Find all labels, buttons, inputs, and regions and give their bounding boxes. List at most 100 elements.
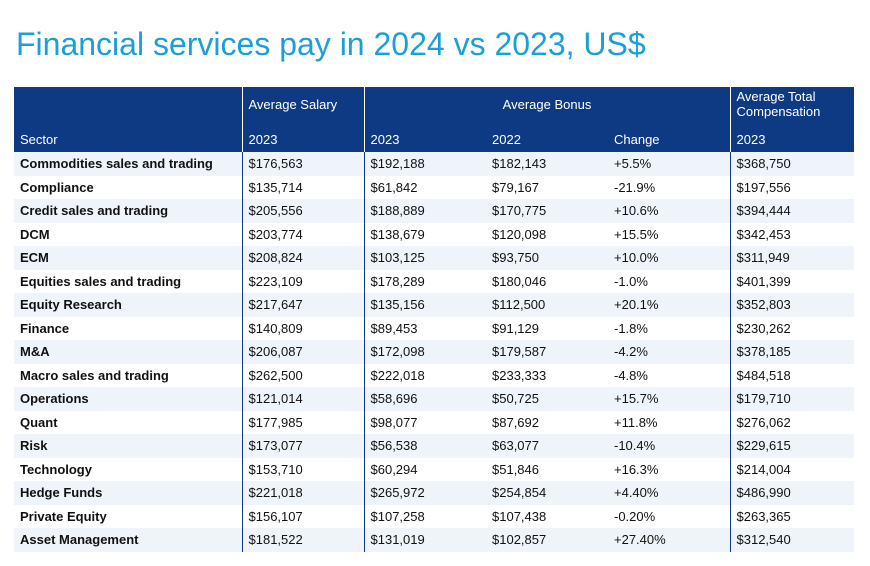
pay-table: Average Salary Average Bonus Average Tot… <box>14 87 854 552</box>
cell-average-bonus-2022: $170,775 <box>486 199 608 223</box>
cell-average-bonus-2023: $98,077 <box>363 410 486 434</box>
cell-bonus-change: -0.20% <box>608 504 730 528</box>
cell-average-bonus-2023: $192,188 <box>363 152 486 176</box>
cell-average-salary-2023: $140,809 <box>241 316 364 340</box>
cell-average-bonus-2023: $56,538 <box>363 434 486 458</box>
cell-average-bonus-2023: $135,156 <box>363 293 486 317</box>
table-row: DCM $203,774 $138,679 $120,098 +15.5% $342,45… <box>14 222 854 246</box>
cell-average-salary-2023: $181,522 <box>241 528 364 552</box>
cell-average-salary-2023: $153,710 <box>241 457 364 481</box>
table-row: Risk $173,077 $56,538 $63,077 -10.4% $229,615 <box>14 434 854 458</box>
cell-average-salary-2023: $223,109 <box>241 269 364 293</box>
cell-average-total-compensation-2023: $394,444 <box>729 199 854 223</box>
cell-bonus-change: +15.5% <box>608 222 730 246</box>
table-row: Asset Management $181,522 $131,019 $102,857… <box>14 528 854 552</box>
cell-average-bonus-2022: $180,046 <box>486 269 608 293</box>
cell-bonus-change: +10.0% <box>608 246 730 270</box>
cell-bonus-change: +15.7% <box>608 387 730 411</box>
cell-average-bonus-2023: $107,258 <box>363 504 486 528</box>
cell-bonus-change: -1.0% <box>608 269 730 293</box>
cell-bonus-change: +27.40% <box>608 528 730 552</box>
cell-average-bonus-2022: $87,692 <box>486 410 608 434</box>
cell-bonus-change: +11.8% <box>608 410 730 434</box>
cell-average-bonus-2022: $112,500 <box>486 293 608 317</box>
header-blank <box>14 87 242 121</box>
cell-sector: Finance <box>14 316 242 340</box>
cell-average-bonus-2022: $91,129 <box>486 316 608 340</box>
cell-average-bonus-2023: $188,889 <box>363 199 486 223</box>
cell-average-total-compensation-2023: $263,365 <box>729 504 854 528</box>
cell-sector: DCM <box>14 222 242 246</box>
cell-average-total-compensation-2023: $352,803 <box>729 293 854 317</box>
cell-average-total-compensation-2023: $276,062 <box>729 410 854 434</box>
cell-average-bonus-2022: $107,438 <box>486 504 608 528</box>
cell-bonus-change: -10.4% <box>608 434 730 458</box>
cell-average-salary-2023: $208,824 <box>241 246 364 270</box>
cell-sector: Equities sales and trading <box>14 269 242 293</box>
table-row: Technology $153,710 $60,294 $51,846 +16.3% $2… <box>14 457 854 481</box>
cell-average-bonus-2023: $60,294 <box>363 457 486 481</box>
table-row: Compliance $135,714 $61,842 $79,167 -21.9% $1… <box>14 175 854 199</box>
cell-average-bonus-2022: $254,854 <box>486 481 608 505</box>
cell-sector: Risk <box>14 434 242 458</box>
header-average-bonus: Average Bonus <box>363 87 730 121</box>
table-row: Operations $121,014 $58,696 $50,725 +15.7% $1… <box>14 387 854 411</box>
cell-sector: Commodities sales and trading <box>14 152 242 176</box>
cell-average-total-compensation-2023: $484,518 <box>729 363 854 387</box>
header-change: Change <box>608 121 730 152</box>
cell-average-total-compensation-2023: $179,710 <box>729 387 854 411</box>
cell-average-bonus-2023: $178,289 <box>363 269 486 293</box>
cell-sector: M&A <box>14 340 242 364</box>
page-title: Financial services pay in 2024 vs 2023, … <box>16 26 646 62</box>
header-sector: Sector <box>14 121 242 152</box>
cell-average-total-compensation-2023: $312,540 <box>729 528 854 552</box>
cell-sector: Macro sales and trading <box>14 363 242 387</box>
table-row: Quant $177,985 $98,077 $87,692 +11.8% $276,06… <box>14 410 854 434</box>
cell-average-total-compensation-2023: $311,949 <box>729 246 854 270</box>
cell-average-bonus-2022: $233,333 <box>486 363 608 387</box>
table-row: Finance $140,809 $89,453 $91,129 -1.8% $230,2… <box>14 316 854 340</box>
cell-sector: Asset Management <box>14 528 242 552</box>
table-body: Commodities sales and trading $176,563 $19… <box>14 152 854 552</box>
header-bonus-2023: 2023 <box>363 121 486 152</box>
cell-bonus-change: -4.2% <box>608 340 730 364</box>
cell-sector: Hedge Funds <box>14 481 242 505</box>
cell-average-total-compensation-2023: $368,750 <box>729 152 854 176</box>
table-row: Credit sales and trading $205,556 $188,889… <box>14 199 854 223</box>
cell-average-bonus-2023: $222,018 <box>363 363 486 387</box>
cell-bonus-change: -4.8% <box>608 363 730 387</box>
cell-average-bonus-2023: $58,696 <box>363 387 486 411</box>
cell-average-bonus-2023: $172,098 <box>363 340 486 364</box>
cell-average-total-compensation-2023: $486,990 <box>729 481 854 505</box>
cell-bonus-change: +4.40% <box>608 481 730 505</box>
cell-average-bonus-2023: $131,019 <box>363 528 486 552</box>
cell-average-bonus-2022: $120,098 <box>486 222 608 246</box>
header-total-year: 2023 <box>729 121 854 152</box>
cell-bonus-change: +5.5% <box>608 152 730 176</box>
cell-bonus-change: +16.3% <box>608 457 730 481</box>
cell-average-bonus-2022: $79,167 <box>486 175 608 199</box>
table-row: Commodities sales and trading $176,563 $19… <box>14 152 854 176</box>
table-row: Hedge Funds $221,018 $265,972 $254,854 +4.40… <box>14 481 854 505</box>
cell-bonus-change: +10.6% <box>608 199 730 223</box>
cell-sector: Equity Research <box>14 293 242 317</box>
cell-average-total-compensation-2023: $378,185 <box>729 340 854 364</box>
cell-average-total-compensation-2023: $197,556 <box>729 175 854 199</box>
cell-average-total-compensation-2023: $401,399 <box>729 269 854 293</box>
header-bonus-2022: 2022 <box>486 121 608 152</box>
cell-sector: Operations <box>14 387 242 411</box>
cell-average-bonus-2022: $93,750 <box>486 246 608 270</box>
cell-bonus-change: -21.9% <box>608 175 730 199</box>
cell-sector: Technology <box>14 457 242 481</box>
cell-average-bonus-2022: $102,857 <box>486 528 608 552</box>
cell-bonus-change: -1.8% <box>608 316 730 340</box>
cell-average-bonus-2023: $61,842 <box>363 175 486 199</box>
cell-average-salary-2023: $221,018 <box>241 481 364 505</box>
cell-average-bonus-2023: $103,125 <box>363 246 486 270</box>
cell-sector: Credit sales and trading <box>14 199 242 223</box>
cell-average-bonus-2022: $51,846 <box>486 457 608 481</box>
cell-sector: Private Equity <box>14 504 242 528</box>
table-row: Equity Research $217,647 $135,156 $112,500 +… <box>14 293 854 317</box>
cell-average-salary-2023: $135,714 <box>241 175 364 199</box>
cell-average-bonus-2022: $182,143 <box>486 152 608 176</box>
